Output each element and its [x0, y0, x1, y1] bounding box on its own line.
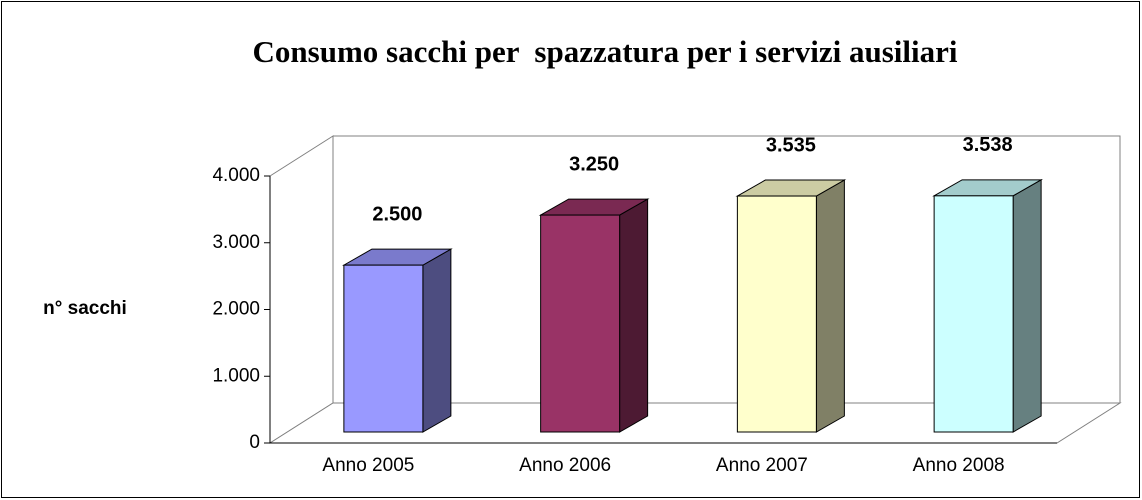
bar-side	[1012, 178, 1042, 433]
bar	[736, 195, 817, 433]
y-tick-label: 1.000	[212, 365, 260, 386]
y-tick-label: 2.000	[212, 299, 260, 320]
x-tick-label: Anno 2005	[322, 455, 414, 476]
x-tick-label: Anno 2008	[913, 455, 1005, 476]
value-label: 3.538	[963, 134, 1013, 156]
x-tick-label: Anno 2007	[716, 455, 808, 476]
bar-side	[619, 198, 649, 433]
bar-side	[422, 248, 452, 433]
back-wall	[269, 135, 334, 444]
y-tick-label: 4.000	[212, 165, 260, 186]
x-tick-label: Anno 2006	[519, 455, 611, 476]
chart-title: Consumo sacchi per spazzatura per i serv…	[252, 34, 958, 69]
value-label: 3.250	[569, 153, 619, 175]
value-label: 3.535	[766, 134, 816, 156]
bar	[343, 264, 424, 433]
back-wall-edge	[333, 135, 1121, 403]
y-tick-label: 0	[249, 432, 260, 453]
bar-side	[815, 179, 845, 433]
y-axis-label: n° sacchi	[43, 298, 127, 319]
y-tick-label: 3.000	[212, 232, 260, 253]
bar	[933, 195, 1014, 433]
value-label: 2.500	[372, 203, 422, 225]
bar	[540, 214, 621, 433]
